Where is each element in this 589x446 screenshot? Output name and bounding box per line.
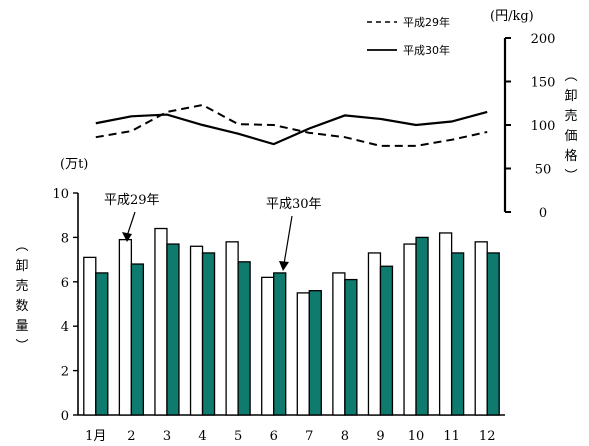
bar-h29 xyxy=(83,256,97,416)
legend-label-h29: 平成29年 xyxy=(403,15,450,29)
bar-h29 xyxy=(189,245,204,416)
bar-axis-tick-label: 2 xyxy=(61,365,69,380)
bar-axis-tick-label: 6 xyxy=(61,276,69,291)
bar-h29 xyxy=(261,276,275,416)
bar-h30 xyxy=(273,272,287,416)
bar-h30 xyxy=(450,252,465,416)
x-tick-label: 11 xyxy=(443,429,460,444)
bar-h30 xyxy=(344,278,358,416)
bar-axis-tick-label: 4 xyxy=(61,320,69,335)
price-axis-unit: (円/kg) xyxy=(490,9,534,24)
x-tick-label: 1月 xyxy=(85,429,106,444)
bar-h29 xyxy=(474,241,488,416)
bar-h30 xyxy=(379,265,394,416)
x-tick-label: 8 xyxy=(341,429,349,444)
axis-title-char: 売 xyxy=(15,278,28,294)
x-tick-label: 4 xyxy=(198,429,206,444)
x-tick-label: 2 xyxy=(127,429,135,444)
x-tick-label: 12 xyxy=(479,429,496,444)
bars xyxy=(83,227,500,416)
bar-h29 xyxy=(154,227,168,416)
axis-title-char: 数 xyxy=(15,299,28,314)
bar-h30 xyxy=(166,243,180,416)
axis-title-char: 売 xyxy=(564,108,577,124)
axis-title-char: ︵ xyxy=(15,239,28,254)
axis-title-char: ︶ xyxy=(15,339,28,354)
bar-h30 xyxy=(130,263,145,416)
axis-title-char: ︵ xyxy=(564,69,577,84)
annotation-arrowhead-h30 xyxy=(279,261,289,271)
bar-h30 xyxy=(237,261,251,416)
annotation-h30: 平成30年 xyxy=(266,197,322,212)
price-axis-tick-label: 0 xyxy=(539,206,547,221)
bar-axis-tick-label: 8 xyxy=(61,231,69,246)
price-axis-tick-label: 50 xyxy=(535,163,552,178)
bar-axis-tick-label: 0 xyxy=(61,409,69,424)
bar-h29 xyxy=(438,232,453,416)
x-tick-label: 10 xyxy=(408,429,425,444)
axis-title-char: 格 xyxy=(564,148,577,164)
bar-h30 xyxy=(308,290,322,416)
price-lines xyxy=(95,103,488,147)
annotation-arrowhead-h29 xyxy=(122,232,132,242)
bar-axis-tick-label: 10 xyxy=(52,187,69,202)
price-axis-tick-label: 200 xyxy=(531,32,556,47)
x-tick-label: 9 xyxy=(376,429,384,444)
axis-title-char: 卸 xyxy=(564,88,577,104)
annotation-arrow-h30 xyxy=(283,215,293,265)
axis-title-char: 価 xyxy=(564,129,577,144)
price-axis-tick-label: 100 xyxy=(531,119,556,134)
price-line-h29 xyxy=(95,103,488,147)
bar-h30 xyxy=(95,272,109,416)
price-axis-tick-label: 150 xyxy=(531,76,556,91)
x-tick-label: 5 xyxy=(234,429,242,444)
x-tick-label: 3 xyxy=(163,429,171,444)
bar-h29 xyxy=(367,252,382,416)
bar-axis-unit: (万t) xyxy=(60,157,88,172)
legend-label-h30: 平成30年 xyxy=(403,43,450,57)
bar-h29 xyxy=(332,272,346,416)
annotations: 平成29年 平成30年 xyxy=(104,193,322,271)
axis-title-char: 卸 xyxy=(15,258,28,274)
price-line-h30 xyxy=(95,110,488,146)
x-tick-label: 7 xyxy=(305,429,313,444)
bar-h29 xyxy=(296,292,310,416)
bar-h30 xyxy=(201,252,216,416)
bar-h29 xyxy=(403,243,417,416)
x-tick-label: 6 xyxy=(270,429,278,444)
bar-h29 xyxy=(225,241,239,416)
axis-title-char: 量 xyxy=(15,319,28,334)
bar-h30 xyxy=(415,236,429,416)
bar-h30 xyxy=(486,252,500,416)
annotation-arrow-h29 xyxy=(126,211,136,237)
annotation-h29: 平成29年 xyxy=(104,193,160,208)
bar-h29 xyxy=(118,238,133,416)
axis-title-char: ︶ xyxy=(564,169,577,184)
legend: 平成29年 平成30年 xyxy=(367,15,450,57)
